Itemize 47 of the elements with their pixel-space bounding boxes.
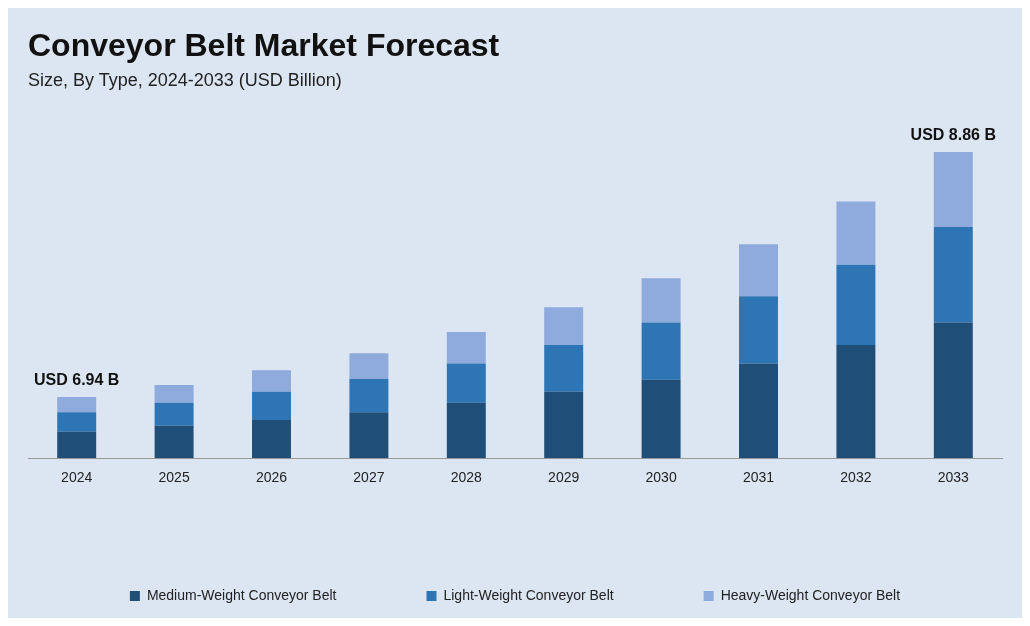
- bar: [544, 344, 584, 392]
- bar: [252, 370, 291, 392]
- x-tick-label: 2025: [158, 469, 190, 486]
- bar: [349, 353, 389, 379]
- bar: [349, 412, 389, 459]
- total-label: USD 8.86 B: [910, 126, 996, 144]
- bar: [252, 419, 291, 459]
- legend-label: Light-Weight Conveyor Belt: [443, 586, 614, 603]
- bar: [836, 344, 876, 459]
- bar: [933, 322, 973, 459]
- bar: [836, 201, 876, 265]
- x-tick-label: 2033: [937, 469, 970, 486]
- x-tick-label: 2029: [548, 469, 580, 486]
- bar: [252, 391, 291, 420]
- bar: [57, 396, 97, 413]
- x-tick-label: 2031: [742, 469, 775, 486]
- bar: [933, 227, 973, 323]
- x-tick-label: 2030: [645, 469, 677, 486]
- bar: [739, 296, 778, 364]
- bar: [446, 402, 486, 459]
- bar: [57, 431, 97, 459]
- legend-label: Heavy-Weight Conveyor Belt: [720, 586, 901, 603]
- bar: [739, 363, 778, 459]
- bar: [544, 307, 584, 345]
- chart-subtitle: Size, By Type, 2024-2033 (USD Billion): [28, 70, 342, 91]
- bar: [154, 425, 194, 459]
- bar: [57, 412, 97, 432]
- x-tick-label: 2024: [61, 469, 93, 486]
- total-label: USD 6.94 B: [34, 371, 120, 389]
- legend-label: Medium-Weight Conveyor Belt: [146, 586, 337, 603]
- bar: [641, 278, 681, 323]
- bar: [446, 363, 486, 403]
- x-tick-label: 2026: [255, 469, 288, 486]
- bar: [641, 322, 681, 380]
- bar: [836, 264, 876, 345]
- x-tick-label: 2027: [353, 469, 385, 486]
- chart-title: Conveyor Belt Market Forecast: [28, 27, 500, 64]
- bar: [739, 244, 778, 297]
- bar: [349, 378, 389, 413]
- bar: [154, 385, 194, 403]
- bar: [933, 152, 973, 228]
- bar: [446, 332, 486, 364]
- bar: [154, 402, 194, 426]
- x-tick-label: 2028: [450, 469, 483, 486]
- bar: [641, 379, 681, 459]
- bar: [544, 391, 584, 459]
- x-tick-label: 2032: [840, 469, 872, 486]
